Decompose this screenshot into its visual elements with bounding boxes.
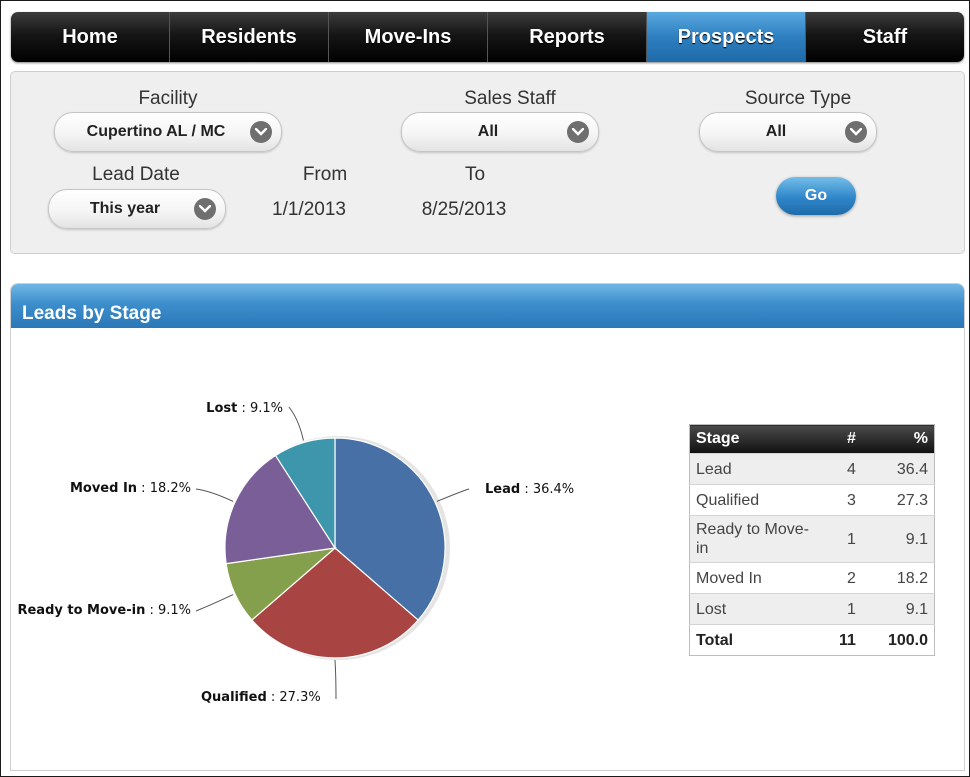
- pie-label: Moved In : 18.2%: [70, 481, 191, 496]
- facility-select-value: Cupertino AL / MC: [86, 123, 226, 140]
- total-label-cell: Total: [689, 624, 822, 656]
- source-type-select-value: All: [765, 123, 787, 140]
- tab-staff[interactable]: Staff: [862, 25, 908, 48]
- count-cell: 3: [822, 484, 862, 516]
- chevron-down-icon: [567, 121, 589, 143]
- facility-label: Facility: [138, 88, 198, 109]
- pie-labels: Lead : 36.4% Qualified : 27.3% Ready to Mo…: [17, 401, 574, 705]
- stage-cell: Lost: [689, 593, 822, 625]
- stage-cell: Lead: [689, 453, 822, 485]
- tab-residents[interactable]: Residents: [170, 12, 329, 62]
- tab-prospects[interactable]: Prospects: [647, 12, 806, 62]
- pct-cell: 27.3: [861, 484, 935, 516]
- count-cell: 1: [822, 515, 862, 563]
- main-nav: Home Residents Move-Ins Reports Prospect…: [11, 12, 964, 62]
- pct-cell: 9.1: [861, 593, 935, 625]
- table-header-row: Stage # %: [689, 424, 935, 454]
- tab-home[interactable]: Home: [11, 12, 170, 62]
- col-pct-header[interactable]: %: [861, 424, 935, 454]
- stage-table: Stage # % Lead 4 36.4 Qualified 3 27.3 R…: [689, 424, 935, 656]
- col-stage-header[interactable]: Stage: [689, 424, 822, 454]
- sales-staff-select-value: All: [477, 123, 499, 140]
- lead-date-select[interactable]: This year: [48, 189, 226, 229]
- pie-leader-line: [288, 406, 304, 441]
- panel-header: Leads by Stage: [11, 284, 964, 328]
- pie-leader-lines: [195, 406, 470, 700]
- total-count-cell: 11: [822, 624, 862, 656]
- table-row: Moved In 2 18.2: [689, 562, 935, 594]
- pie-slice-lead[interactable]: [334, 437, 446, 621]
- lead-date-label: Lead Date: [92, 164, 180, 185]
- facility-select[interactable]: Cupertino AL / MC: [54, 112, 282, 152]
- pie-label: Lead : 36.4%: [485, 482, 574, 497]
- chevron-down-icon: [194, 198, 216, 220]
- pct-cell: 36.4: [861, 453, 935, 485]
- pct-cell: 9.1: [861, 515, 935, 563]
- count-cell: 1: [822, 593, 862, 625]
- sales-staff-select[interactable]: All: [401, 112, 599, 152]
- pie-slice-lost[interactable]: [274, 437, 336, 551]
- source-type-label: Source Type: [744, 88, 852, 109]
- pie-slices: [224, 437, 446, 659]
- total-pct-cell: 100.0: [861, 624, 935, 656]
- tab-move-ins[interactable]: Move-Ins: [329, 12, 488, 62]
- table-row: Qualified 3 27.3: [689, 484, 935, 516]
- pie-leader-line: [334, 659, 337, 700]
- go-button[interactable]: Go: [776, 177, 856, 215]
- count-cell: 2: [822, 562, 862, 594]
- pie-leader-line: [436, 488, 470, 502]
- to-date-value[interactable]: 8/25/2013: [421, 199, 507, 220]
- table-row: Lost 1 9.1: [689, 593, 935, 625]
- filter-panel: Facility Cupertino AL / MC Sales Staff A…: [10, 71, 965, 254]
- count-cell: 4: [822, 453, 862, 485]
- pie-chart: Lead : 36.4% Qualified : 27.3% Ready to Mo…: [17, 401, 574, 705]
- chevron-down-icon: [250, 121, 272, 143]
- from-label: From: [302, 164, 348, 185]
- source-type-select[interactable]: All: [699, 112, 877, 152]
- pct-cell: 18.2: [861, 562, 935, 594]
- chevron-down-icon: [845, 121, 867, 143]
- stage-cell: Ready to Move-in: [689, 515, 822, 563]
- from-date-value[interactable]: 1/1/2013: [272, 199, 346, 220]
- panel-title: Leads by Stage: [22, 303, 162, 324]
- pie-leader-line: [195, 488, 234, 502]
- pie-slice-moved-in[interactable]: [224, 454, 337, 565]
- table-row: Lead 4 36.4: [689, 453, 935, 485]
- pie-label: Ready to Move-in : 9.1%: [17, 603, 191, 618]
- lead-date-select-value: This year: [89, 200, 161, 217]
- leads-by-stage-panel: Leads by Stage Lead : 36.4% Qualified : 2…: [10, 283, 965, 771]
- pie-label: Lost : 9.1%: [206, 401, 283, 416]
- table-row: Ready to Move-in 1 9.1: [689, 515, 935, 563]
- tab-reports[interactable]: Reports: [488, 12, 647, 62]
- pie-leader-line: [195, 594, 234, 612]
- pie-label: Qualified : 27.3%: [201, 690, 321, 705]
- stage-cell: Qualified: [689, 484, 822, 516]
- sales-staff-label: Sales Staff: [464, 88, 556, 109]
- pie-slice-qualified[interactable]: [251, 547, 419, 659]
- col-count-header[interactable]: #: [822, 424, 862, 454]
- to-label: To: [464, 164, 486, 185]
- stage-cell: Moved In: [689, 562, 822, 594]
- table-total-row: Total 11 100.0: [689, 624, 935, 656]
